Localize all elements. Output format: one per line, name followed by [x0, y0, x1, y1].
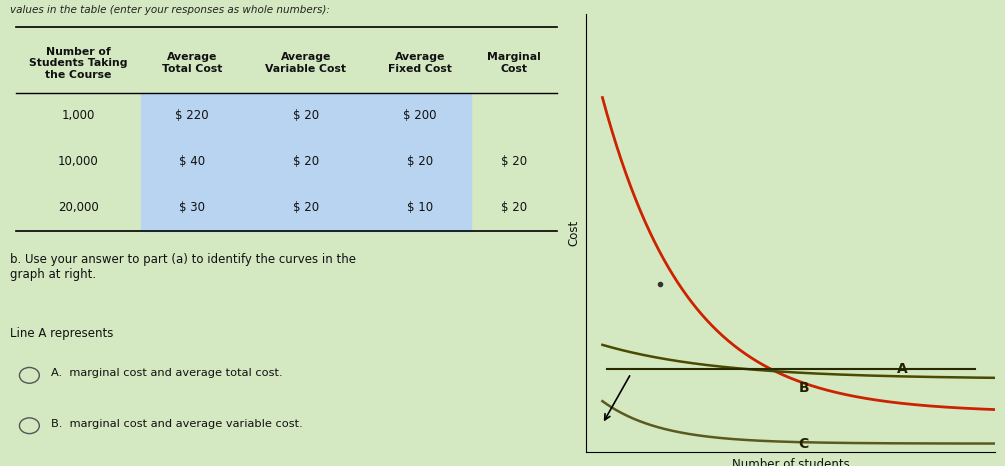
Text: $ 30: $ 30	[179, 201, 205, 214]
Text: Average
Variable Cost: Average Variable Cost	[265, 53, 347, 74]
Bar	[141, 93, 243, 139]
Bar	[141, 185, 243, 231]
Text: 1,000: 1,000	[61, 110, 94, 122]
Text: 10,000: 10,000	[58, 155, 98, 168]
Text: $ 20: $ 20	[292, 201, 319, 214]
Text: $ 20: $ 20	[292, 110, 319, 122]
Text: $ 10: $ 10	[407, 201, 433, 214]
Text: $ 20: $ 20	[407, 155, 433, 168]
Text: $ 40: $ 40	[179, 155, 205, 168]
Bar	[141, 139, 243, 185]
Text: B: B	[799, 381, 809, 395]
Text: $ 20: $ 20	[500, 201, 527, 214]
Bar	[369, 93, 471, 139]
Text: Average
Total Cost: Average Total Cost	[162, 53, 222, 74]
Text: b. Use your answer to part (a) to identify the curves in the
graph at right.: b. Use your answer to part (a) to identi…	[10, 253, 356, 281]
Text: A: A	[896, 363, 908, 377]
Text: $ 20: $ 20	[500, 155, 527, 168]
Text: values in the table (enter your responses as whole numbers):: values in the table (enter your response…	[10, 5, 330, 15]
Text: $ 200: $ 200	[403, 110, 436, 122]
Text: 20,000: 20,000	[58, 201, 98, 214]
Bar	[243, 185, 369, 231]
Text: $ 20: $ 20	[292, 155, 319, 168]
Text: Number of
Students Taking
the Course: Number of Students Taking the Course	[29, 47, 128, 80]
Bar	[243, 93, 369, 139]
Text: A.  marginal cost and average total cost.: A. marginal cost and average total cost.	[51, 368, 283, 378]
Text: B.  marginal cost and average variable cost.: B. marginal cost and average variable co…	[51, 418, 304, 429]
Text: Line A represents: Line A represents	[10, 327, 114, 340]
X-axis label: Number of students: Number of students	[732, 458, 849, 466]
Bar	[243, 139, 369, 185]
Bar	[369, 185, 471, 231]
Text: Marginal
Cost: Marginal Cost	[487, 53, 541, 74]
Bar	[369, 139, 471, 185]
Text: C: C	[799, 437, 809, 451]
Text: $ 220: $ 220	[175, 110, 209, 122]
Text: Average
Fixed Cost: Average Fixed Cost	[388, 53, 452, 74]
Y-axis label: Cost: Cost	[568, 220, 581, 246]
